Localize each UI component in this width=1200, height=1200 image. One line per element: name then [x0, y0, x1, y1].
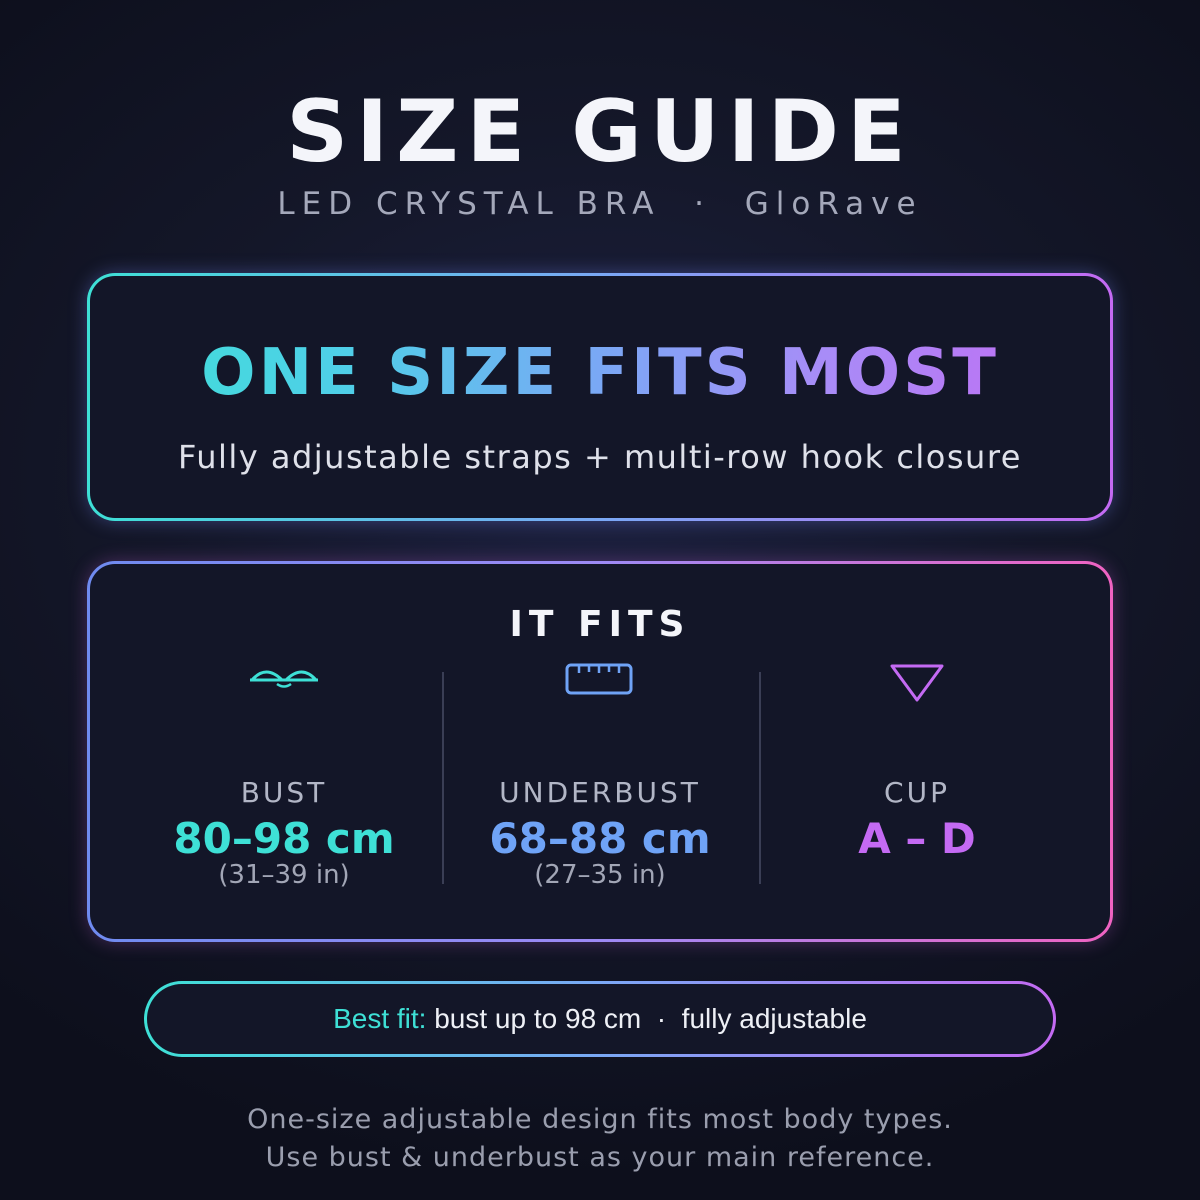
footer-line-1: One-size adjustable design fits most bod…	[247, 1104, 953, 1135]
bust-imperial: (31–39 in)	[218, 860, 350, 890]
fit-card: IT FITS BUST 80–98 cm (31–39 in)	[87, 561, 1113, 942]
page-title: SIZE GUIDE	[286, 82, 914, 182]
bust-value: 80–98 cm	[173, 814, 395, 863]
underbust-label: UNDERBUST	[499, 776, 701, 809]
bra-cups-icon	[249, 662, 319, 694]
fit-column-underbust: UNDERBUST 68–88 cm (27–35 in)	[442, 564, 758, 939]
ruler-icon	[565, 662, 635, 700]
banner-headline: ONE SIZE FITS MOST	[90, 336, 1110, 410]
cup-label: CUP	[884, 776, 950, 809]
column-divider	[442, 672, 444, 884]
triangle-icon	[889, 662, 945, 708]
banner-description: Fully adjustable straps + multi-row hook…	[178, 438, 1022, 476]
underbust-value: 68–88 cm	[489, 814, 711, 863]
column-divider	[759, 672, 761, 884]
cup-value: A – D	[858, 814, 976, 863]
best-fit-text: bust up to 98 cm · fully adjustable	[426, 1003, 867, 1034]
underbust-imperial: (27–35 in)	[534, 860, 666, 890]
product-subtitle: LED CRYSTAL BRA · GloRave	[277, 186, 923, 222]
one-size-banner: ONE SIZE FITS MOST Fully adjustable stra…	[87, 273, 1113, 521]
bust-label: BUST	[240, 776, 328, 809]
footer-line-2: Use bust & underbust as your main refere…	[265, 1142, 935, 1173]
fit-card-title: IT FITS	[509, 604, 691, 645]
best-fit-label: Best fit:	[333, 1003, 427, 1034]
best-fit-pill: Best fit: bust up to 98 cm · fully adjus…	[144, 981, 1056, 1057]
fit-column-bust: BUST 80–98 cm (31–39 in)	[126, 564, 442, 939]
fit-column-cup: CUP A – D	[759, 564, 1075, 939]
